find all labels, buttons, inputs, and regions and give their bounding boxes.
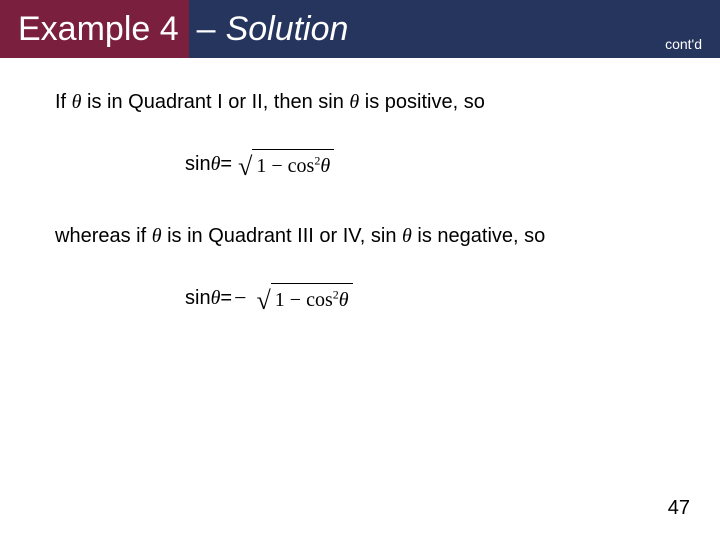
sqrt-expression: √ 1 − cos2θ bbox=[257, 283, 353, 314]
equation-negative: sin θ = − √ 1 − cos2θ bbox=[185, 280, 680, 316]
equation-positive: sin θ = √ 1 − cos2θ bbox=[185, 146, 680, 182]
text: whereas if bbox=[55, 225, 152, 247]
eq-equals: = bbox=[220, 284, 232, 312]
slide-content: If θ is in Quadrant I or II, then sin θ … bbox=[0, 58, 720, 316]
negative-sign: − bbox=[234, 283, 246, 314]
eq-lhs: sin bbox=[185, 284, 211, 312]
line-1: If θ is in Quadrant I or II, then sin θ … bbox=[55, 88, 680, 116]
theta-symbol: θ bbox=[320, 155, 330, 177]
theta-symbol: θ bbox=[211, 284, 221, 312]
eq-lhs: sin bbox=[185, 150, 211, 178]
title-example: Example 4 bbox=[0, 0, 189, 58]
radicand: 1 − cos2θ bbox=[252, 149, 334, 180]
radicand: 1 − cos2θ bbox=[271, 283, 353, 314]
title-solution: – Solution cont'd bbox=[189, 0, 720, 58]
eq-equals: = bbox=[220, 150, 232, 178]
line-2: whereas if θ is in Quadrant III or IV, s… bbox=[55, 222, 680, 250]
text: If bbox=[55, 91, 72, 113]
theta-symbol: θ bbox=[349, 91, 359, 113]
theta-symbol: θ bbox=[402, 225, 412, 247]
text: is in Quadrant III or IV, sin bbox=[162, 225, 403, 247]
title-separator: – bbox=[197, 10, 216, 49]
text: is negative, so bbox=[412, 225, 545, 247]
text: is in Quadrant I or II, then sin bbox=[82, 91, 350, 113]
text: is positive, so bbox=[359, 91, 485, 113]
theta-symbol: θ bbox=[152, 225, 162, 247]
title-bar: Example 4 – Solution cont'd bbox=[0, 0, 720, 58]
sqrt-expression: √ 1 − cos2θ bbox=[238, 149, 334, 180]
radicand-text: 1 − cos bbox=[275, 289, 333, 311]
theta-symbol: θ bbox=[211, 150, 221, 178]
radicand-text: 1 − cos bbox=[256, 155, 314, 177]
theta-symbol: θ bbox=[72, 91, 82, 113]
page-number: 47 bbox=[668, 497, 690, 520]
theta-symbol: θ bbox=[339, 289, 349, 311]
title-solution-text: Solution bbox=[226, 10, 349, 49]
continued-label: cont'd bbox=[665, 36, 702, 52]
